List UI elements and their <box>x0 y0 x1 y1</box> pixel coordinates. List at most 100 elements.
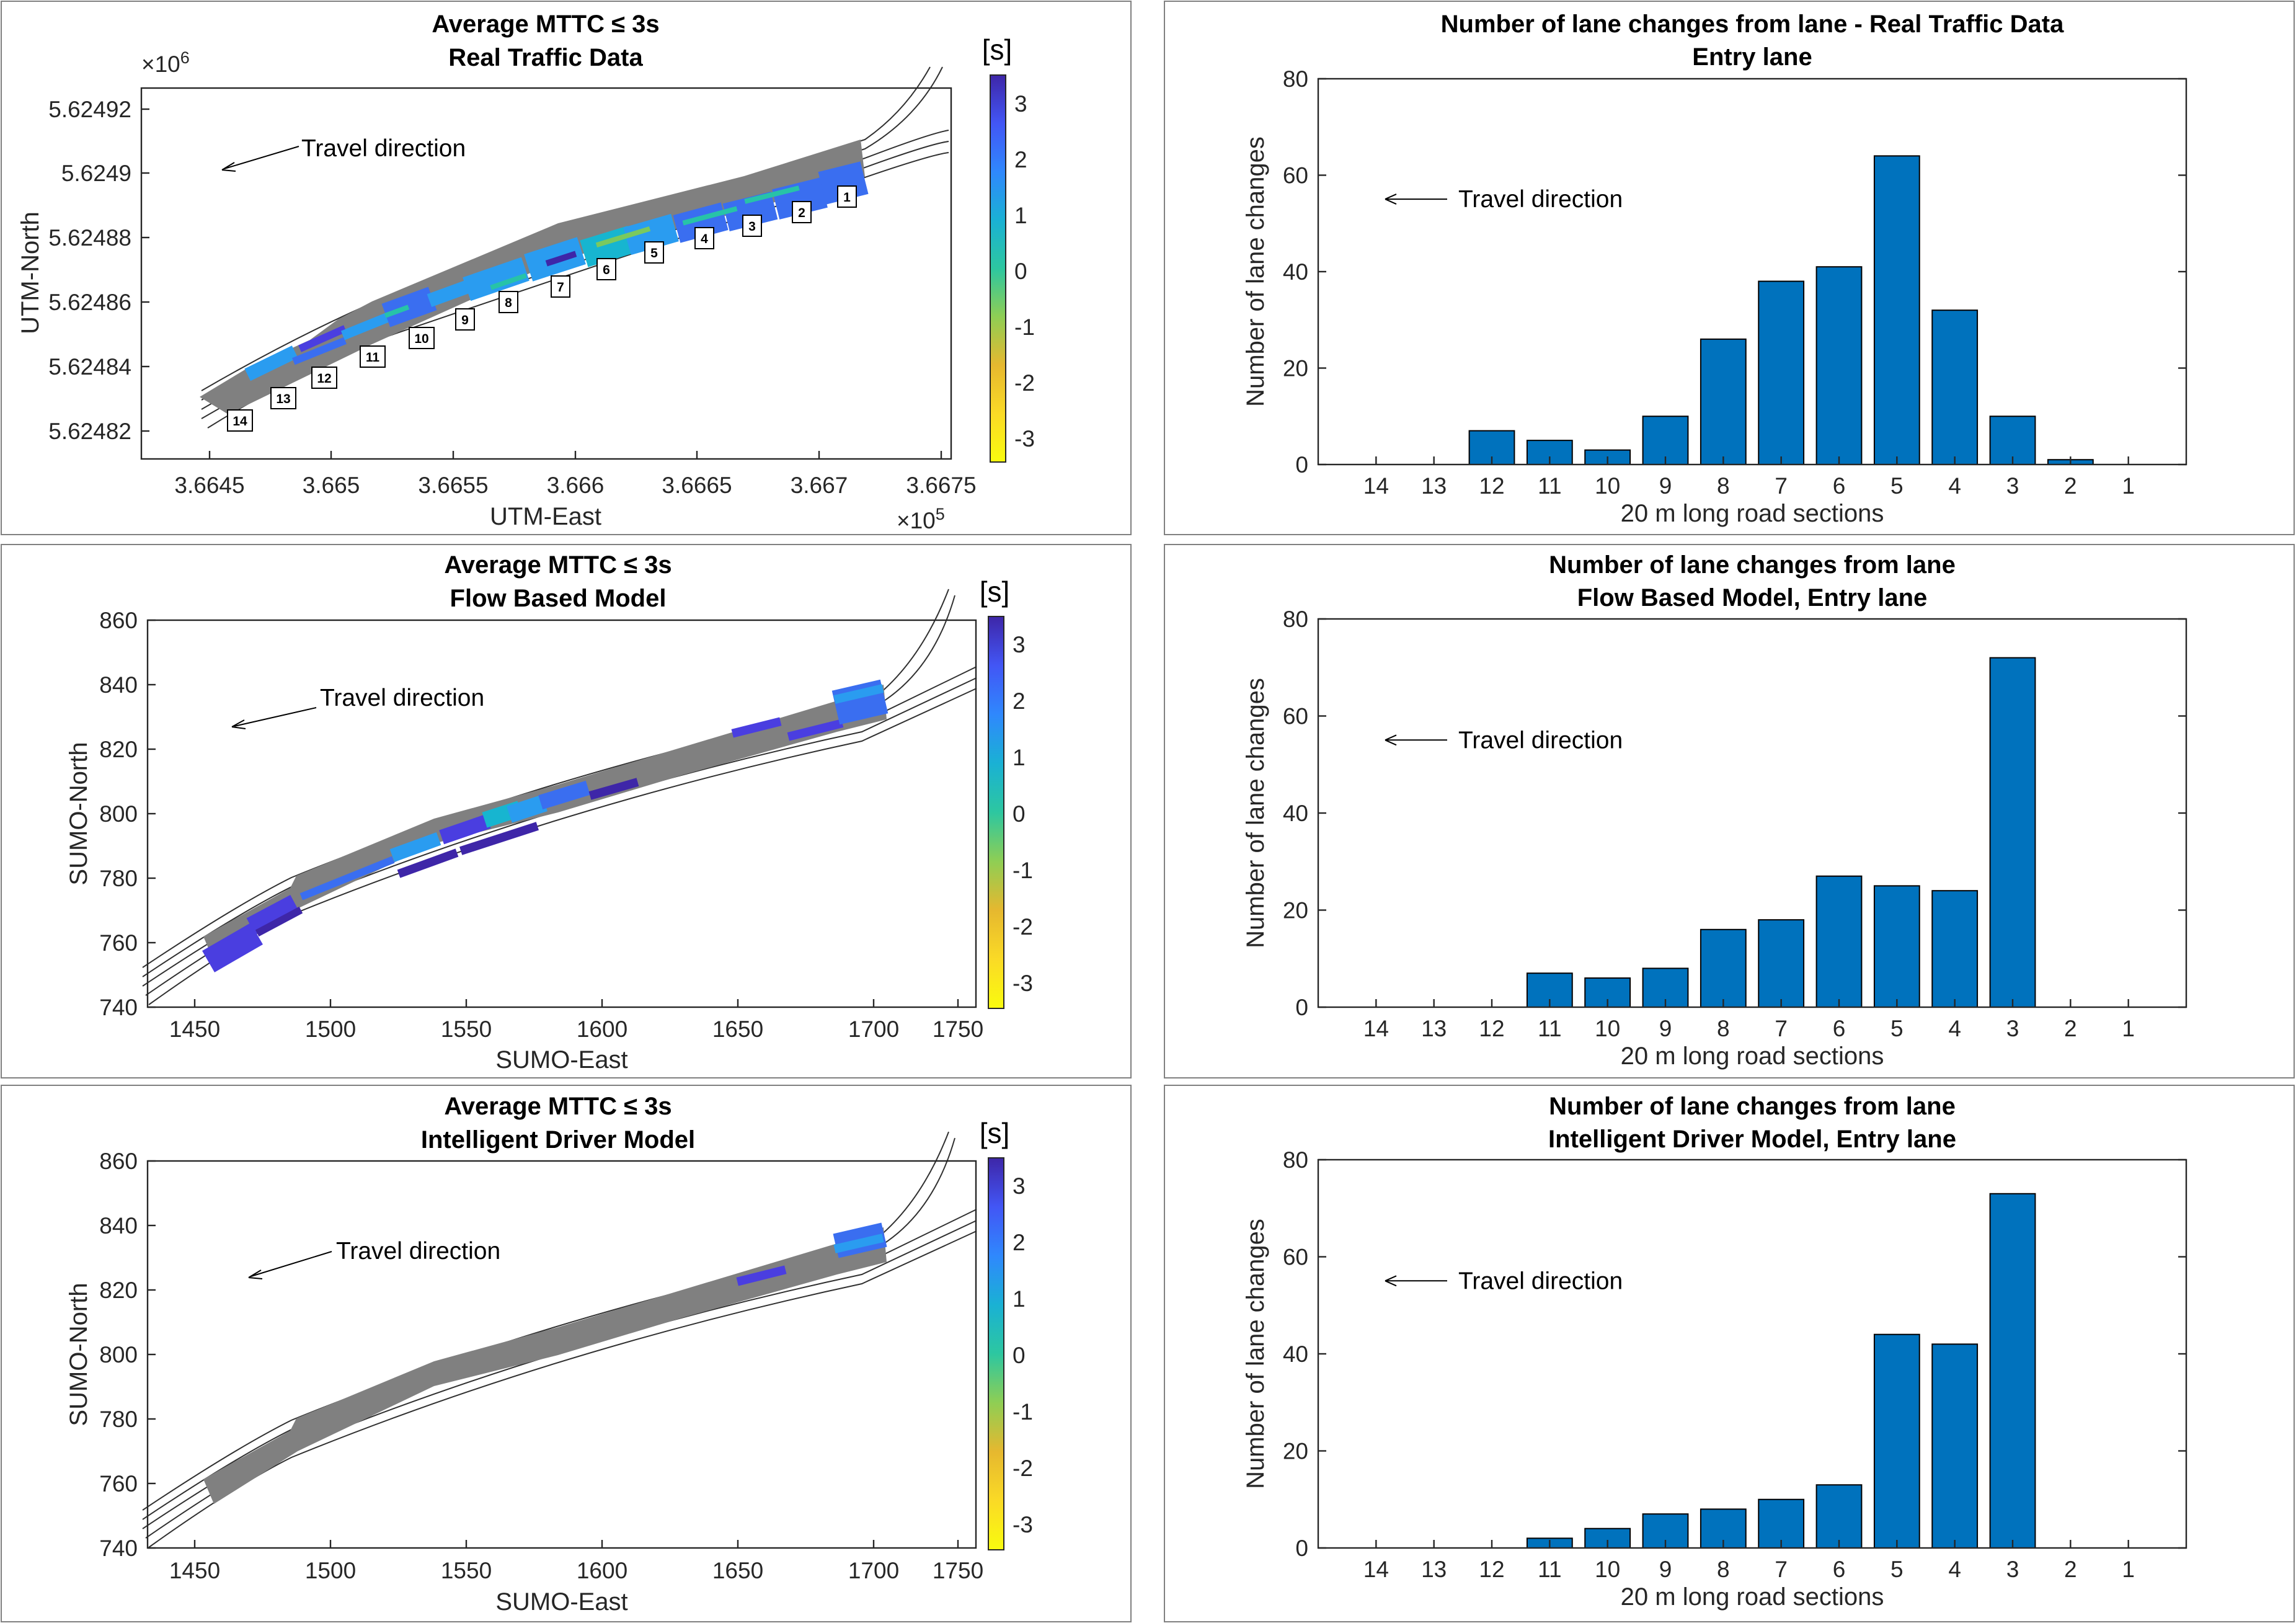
x-tick-label: 11 <box>1538 1557 1561 1582</box>
x-axis-label: 20 m long road sections <box>1621 1583 1884 1611</box>
mttc-segment <box>298 325 347 352</box>
colorbar-tick-label: -3 <box>1014 426 1035 451</box>
mttc-segment <box>731 717 782 738</box>
x-tick-label: 1600 <box>577 1016 627 1042</box>
colorbar-tick-label: -2 <box>1013 914 1033 940</box>
colorbar-tick-label: 3 <box>1013 632 1026 657</box>
panel-frame-map-idm <box>1 1085 1132 1622</box>
y-ticks: 860 840 820 800 780 760 740 <box>99 1149 156 1561</box>
x-tick-label: 13 <box>1421 473 1447 499</box>
y-tick-label: 60 <box>1283 163 1308 189</box>
section-label-11: 11 <box>360 345 386 368</box>
section-label-5: 5 <box>644 241 664 264</box>
travel-direction-annotation: Travel direction <box>231 685 484 729</box>
panel-frame-map-flow <box>1 544 1132 1078</box>
svg-text:8: 8 <box>505 296 512 310</box>
colorbar-tick-label: -1 <box>1013 1399 1033 1425</box>
mttc-segment <box>833 1234 884 1253</box>
y-tick-label: 5.62482 <box>48 419 131 444</box>
x-tick-label: 2 <box>2064 1016 2077 1041</box>
colorbar-gradient <box>990 74 1006 463</box>
mttc-segment <box>381 287 437 327</box>
x-tick-label: 3 <box>2006 1557 2019 1582</box>
travel-direction-arrowhead <box>1385 1275 1397 1287</box>
x-tick-label: 1550 <box>441 1016 492 1042</box>
bar-chart-subtitle: Flow Based Model, Entry lane <box>1577 584 1928 611</box>
x-ticks: 3.6645 3.665 3.6655 3.666 3.6665 3.667 3… <box>174 451 977 498</box>
bar <box>1931 890 1979 1008</box>
section-labels: 1 2 3 4 5 6 7 8 9 10 11 12 13 14 <box>227 185 857 432</box>
y-tick-label: 800 <box>99 801 138 827</box>
y-tick-label: 5.62488 <box>48 225 131 251</box>
colorbar-tick-label: -3 <box>1013 971 1033 996</box>
y-tick-label: 820 <box>99 1278 138 1303</box>
y-tick-label: 760 <box>99 1471 138 1496</box>
x-tick-label: 1700 <box>848 1558 899 1583</box>
x-tick-label: 3.6655 <box>418 473 488 498</box>
x-tick-label: 3 <box>2006 1016 2019 1041</box>
section-label-2: 2 <box>792 201 812 223</box>
travel-direction-label: Travel direction <box>1458 1268 1623 1294</box>
y-axis-label: SUMO-North <box>65 742 92 885</box>
bar <box>1700 928 1747 1008</box>
y-axis-label: UTM-North <box>17 211 44 334</box>
x-tick-label: 1550 <box>441 1558 492 1583</box>
road-surface <box>203 1227 887 1504</box>
x-tick-label: 3.6675 <box>906 473 976 498</box>
road-map-flow <box>142 589 977 1005</box>
x-tick-label: 1500 <box>305 1016 356 1042</box>
x-tick-label: 2 <box>2064 473 2077 499</box>
y-tick-label: 0 <box>1295 995 1308 1020</box>
x-tick-label: 3 <box>2006 473 2019 499</box>
y-tick-label: 40 <box>1283 259 1308 285</box>
mttc-segment <box>459 822 539 855</box>
colorbar-tick-label: 0 <box>1013 1343 1026 1368</box>
y-tick-label: 60 <box>1283 1245 1308 1270</box>
x-tick-label: 3.6665 <box>662 473 732 498</box>
colorbar-gradient <box>988 1157 1004 1550</box>
travel-direction-annotation: Travel direction <box>221 135 466 172</box>
colorbar-tick-label: -1 <box>1014 314 1035 340</box>
y-tick-label: 5.6249 <box>61 161 131 186</box>
x-tick-label: 10 <box>1595 1016 1620 1041</box>
colorbar-unit-label: [s] <box>980 576 1010 608</box>
colorbar-tick-label: 0 <box>1013 801 1026 827</box>
x-tick-label: 1 <box>2122 1557 2135 1582</box>
mttc-segment <box>384 305 410 318</box>
section-label-8: 8 <box>499 291 518 313</box>
bar-chart-subtitle: Intelligent Driver Model, Entry lane <box>1548 1126 1956 1153</box>
bar <box>1815 266 1863 465</box>
x-tick-label: 10 <box>1595 473 1620 499</box>
y-tick-label: 5.62492 <box>48 97 131 122</box>
bar <box>1989 1193 2036 1549</box>
y-tick-label: 20 <box>1283 356 1308 381</box>
section-label-6: 6 <box>596 258 616 280</box>
mttc-segment <box>588 778 639 800</box>
colorbar-tick-label: 2 <box>1013 1230 1026 1255</box>
map-panel-flow: Average MTTC ≤ 3s Flow Based Model <box>65 551 1033 1074</box>
x-tick-label: 1650 <box>712 1016 763 1042</box>
x-tick-label: 12 <box>1479 1557 1504 1582</box>
y-axis-label: SUMO-North <box>65 1283 92 1426</box>
mttc-segment <box>772 177 828 220</box>
colorbar-tick-label: 2 <box>1014 147 1027 172</box>
svg-text:7: 7 <box>557 280 564 295</box>
x-tick-label: 9 <box>1659 473 1672 499</box>
colorbar-tick-label: 1 <box>1013 745 1026 770</box>
mttc-segment <box>244 345 298 381</box>
y-tick-label: 840 <box>99 1213 138 1238</box>
x-tick-label: 4 <box>1948 473 1961 499</box>
x-tick-label: 1450 <box>169 1016 220 1042</box>
mttc-segment <box>682 206 738 226</box>
bar <box>1989 657 2036 1008</box>
bar <box>1873 155 1920 465</box>
colorbar-tick-label: -2 <box>1014 370 1035 396</box>
section-label-9: 9 <box>455 308 475 331</box>
colorbar: [s] 3 2 1 0 -1 -2 -3 <box>982 33 1035 463</box>
x-tick-label: 1750 <box>933 1016 983 1042</box>
x-tick-label: 6 <box>1833 1557 1846 1582</box>
x-tick-label: 4 <box>1948 1557 1961 1582</box>
map-title-2: Flow Based Model <box>450 585 667 612</box>
y-tick-label: 20 <box>1283 898 1308 923</box>
